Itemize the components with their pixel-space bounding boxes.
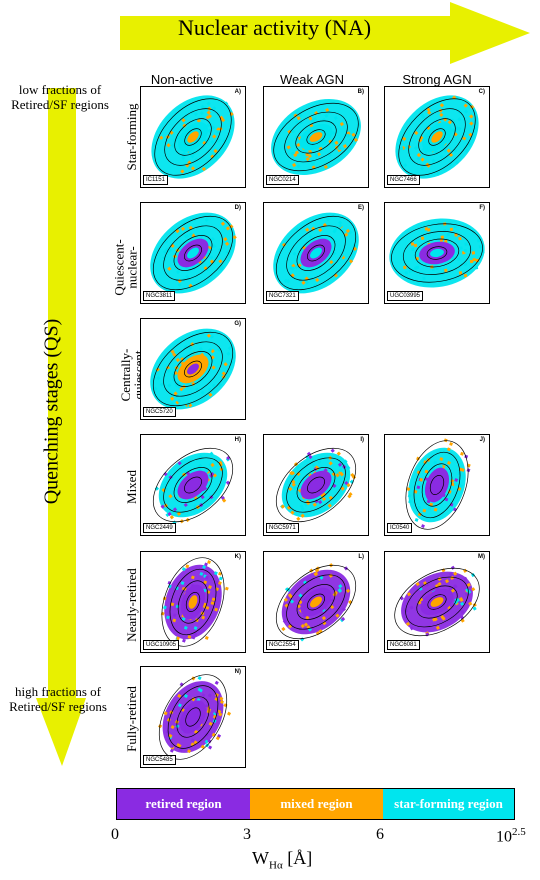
panel-letter: K) bbox=[234, 554, 241, 560]
nuclear-activity-label: Nuclear activity (NA) bbox=[178, 15, 372, 40]
tick-max-base: 10 bbox=[496, 828, 512, 846]
tick-6: 6 bbox=[376, 826, 384, 843]
panel-ngc3811: D) NGC3811 bbox=[140, 202, 246, 304]
row-header-fully-retired: Fully-retired bbox=[124, 686, 139, 752]
panel-ngc5485: N) NGC5485 bbox=[140, 666, 246, 768]
panel-ngc2449: H) NGC2449 bbox=[140, 434, 246, 536]
galaxy-name: NGC5971 bbox=[266, 523, 299, 533]
panel-letter: J) bbox=[479, 437, 485, 443]
galaxy-map bbox=[152, 447, 234, 525]
xlabel-unit: [Å] bbox=[282, 848, 313, 868]
nuclear-activity-arrow bbox=[120, 2, 530, 64]
galaxy-name: NGC5485 bbox=[143, 755, 176, 765]
tick-3: 3 bbox=[243, 826, 251, 843]
panel-ngc6081: M) NGC6081 bbox=[384, 551, 490, 653]
galaxy-map bbox=[275, 563, 357, 642]
galaxy-map bbox=[405, 438, 471, 530]
panel-ugc10905: K) UGC10905 bbox=[140, 551, 246, 653]
colorbar-mixed: mixed region bbox=[250, 789, 383, 819]
col-header-non-active: Non-active bbox=[150, 72, 214, 87]
galaxy-name: NGC7466 bbox=[387, 175, 420, 185]
colorbar: retired region mixed region star-forming… bbox=[116, 788, 515, 820]
galaxy-map bbox=[273, 212, 359, 294]
tick-max: 102.5 bbox=[496, 826, 526, 846]
panel-letter: M) bbox=[478, 554, 485, 560]
galaxy-map bbox=[150, 328, 236, 410]
galaxy-map bbox=[160, 557, 229, 647]
panel-ugc03995: F) UGC03995 bbox=[384, 202, 490, 304]
panel-ngc5971: I) NGC5971 bbox=[263, 434, 369, 536]
galaxy-map bbox=[389, 218, 485, 288]
bottom-note: high fractions of Retired/SF regions bbox=[9, 684, 107, 714]
galaxy-name: NGC0214 bbox=[266, 175, 299, 185]
panel-letter: L) bbox=[358, 554, 364, 560]
panel-letter: D) bbox=[234, 205, 241, 211]
colorbar-star-forming: star-forming region bbox=[383, 789, 514, 819]
panel-letter: C) bbox=[478, 89, 485, 95]
galaxy-name: NGC5720 bbox=[143, 407, 176, 417]
xlabel-sub: Hα bbox=[269, 859, 283, 872]
panel-ic0540: J) IC0540 bbox=[384, 434, 490, 536]
panel-letter: G) bbox=[234, 321, 241, 327]
galaxy-name: NGC3811 bbox=[143, 291, 176, 301]
galaxy-name: IC1151 bbox=[143, 175, 168, 185]
panel-ngc2554: L) NGC2554 bbox=[263, 551, 369, 653]
xlabel-main: W bbox=[252, 848, 269, 868]
panel-letter: F) bbox=[479, 205, 485, 211]
row-header-star-forming: Star-forming bbox=[124, 103, 139, 171]
panel-ngc7321: E) NGC7321 bbox=[263, 202, 369, 304]
galaxy-map bbox=[395, 95, 479, 179]
galaxy-map bbox=[271, 99, 361, 175]
row-header-mixed: Mixed bbox=[124, 470, 139, 504]
col-header-strong-agn: Strong AGN bbox=[402, 72, 472, 87]
galaxy-name: NGC7321 bbox=[266, 291, 299, 301]
col-header-weak-agn: Weak AGN bbox=[279, 72, 345, 87]
galaxy-name: NGC2554 bbox=[266, 640, 299, 650]
galaxy-map bbox=[275, 447, 357, 523]
panel-ngc5720: G) NGC5720 bbox=[140, 318, 246, 420]
galaxy-name: IC0540 bbox=[387, 523, 413, 533]
tick-0: 0 bbox=[111, 826, 119, 843]
tick-max-exp: 2.5 bbox=[512, 826, 526, 838]
quenching-stages-arrow bbox=[36, 88, 86, 766]
quenching-stages-label: Quenching stages (QS) bbox=[40, 318, 63, 505]
colorbar-retired: retired region bbox=[117, 789, 250, 819]
panel-letter: N) bbox=[234, 669, 241, 675]
galaxy-map bbox=[158, 674, 232, 760]
colorbar-xlabel: WHα [Å] bbox=[252, 848, 312, 872]
panel-letter: I) bbox=[360, 437, 364, 443]
panel-letter: B) bbox=[357, 89, 364, 95]
row-header-nearly-retired: Nearly-retired bbox=[124, 568, 139, 642]
galaxy-name: UGC10905 bbox=[143, 640, 180, 650]
galaxy-map bbox=[150, 212, 237, 294]
galaxy-name: NGC6081 bbox=[387, 640, 420, 650]
panel-letter: A) bbox=[234, 89, 241, 95]
galaxy-name: NGC2449 bbox=[143, 523, 176, 533]
top-note: low fractions of Retired/SF regions bbox=[11, 82, 109, 112]
galaxy-map bbox=[151, 95, 235, 179]
panel-ic1151: A) IC1151 bbox=[140, 86, 246, 188]
panel-letter: E) bbox=[358, 205, 364, 211]
panel-ngc7466: C) NGC7466 bbox=[384, 86, 490, 188]
panel-ngc0214: B) NGC0214 bbox=[263, 86, 369, 188]
galaxy-name: UGC03995 bbox=[387, 291, 424, 301]
galaxy-map bbox=[394, 565, 480, 637]
panel-letter: H) bbox=[234, 437, 241, 443]
